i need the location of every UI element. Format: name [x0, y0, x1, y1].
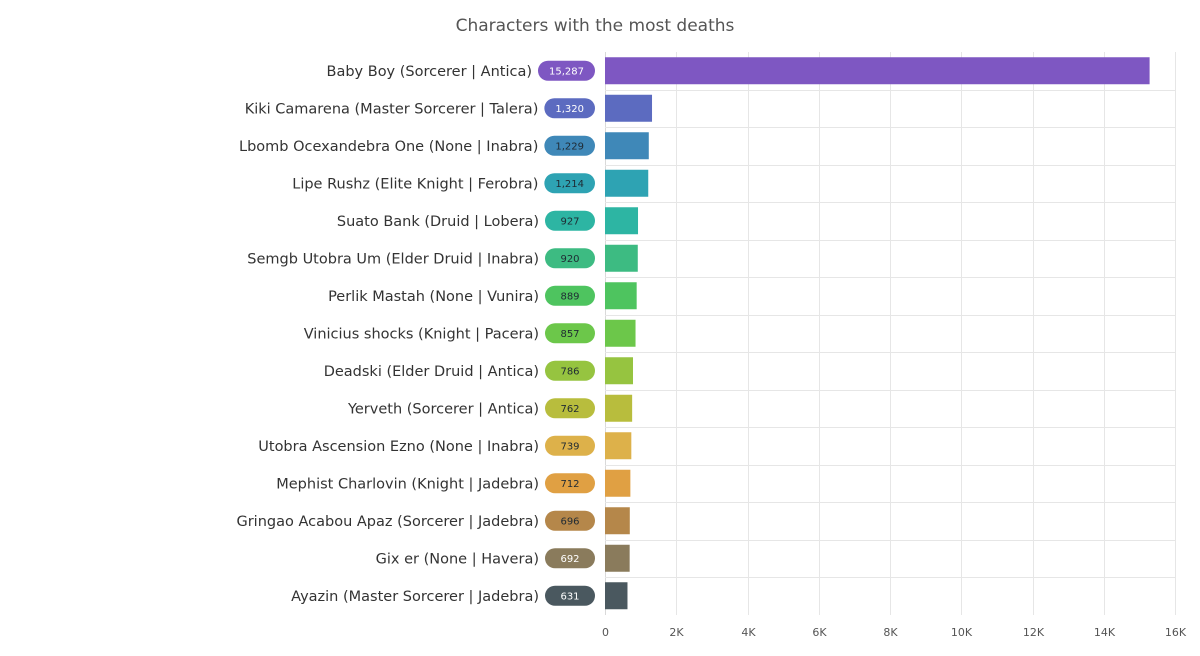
bar — [605, 132, 649, 160]
value-badge — [545, 473, 595, 494]
value-label: 696 — [560, 516, 579, 527]
x-tick-label: 14K — [1094, 626, 1116, 639]
x-tick-label: 8K — [883, 626, 898, 639]
bar — [605, 57, 1150, 85]
value-badge — [545, 510, 595, 531]
category-label: Gringao Acabou Apaz (Sorcerer | Jadebra) — [236, 514, 539, 530]
value-label: 857 — [560, 329, 579, 340]
value-label: 1,214 — [555, 179, 584, 190]
category-label: Lipe Rushz (Elite Knight | Ferobra) — [292, 176, 538, 192]
value-badge — [545, 398, 595, 419]
category-label: Mephist Charlovin (Knight | Jadebra) — [276, 476, 539, 492]
bar — [605, 207, 639, 235]
x-tick-label: 0 — [602, 626, 609, 639]
value-badge — [545, 285, 595, 306]
value-label: 1,229 — [555, 141, 584, 152]
x-tick-label: 4K — [741, 626, 756, 639]
bar — [605, 432, 632, 460]
category-label: Gix er (None | Havera) — [376, 551, 539, 567]
category-label: Yerveth (Sorcerer | Antica) — [347, 401, 539, 417]
value-badge — [545, 585, 595, 606]
chart-title: Characters with the most deaths — [456, 16, 735, 36]
x-tick-label: 12K — [1023, 626, 1045, 639]
category-label: Utobra Ascension Ezno (None | Inabra) — [258, 439, 539, 455]
bar — [605, 94, 653, 122]
bar — [605, 582, 628, 610]
category-label: Perlik Mastah (None | Vunira) — [328, 289, 539, 305]
x-tick-label: 16K — [1165, 626, 1187, 639]
category-label: Suato Bank (Druid | Lobera) — [337, 214, 539, 230]
value-badge — [545, 548, 595, 569]
category-label: Vinicius shocks (Knight | Pacera) — [304, 326, 539, 342]
category-label: Kiki Camarena (Master Sorcerer | Talera) — [245, 101, 539, 117]
value-badge — [544, 135, 595, 156]
value-badge — [545, 323, 595, 344]
category-label: Semgb Utobra Um (Elder Druid | Inabra) — [247, 251, 539, 267]
bar — [605, 544, 630, 572]
value-label: 889 — [560, 291, 579, 302]
value-label: 15,287 — [549, 66, 584, 77]
category-labels: Baby Boy (Sorcerer | Antica) Kiki Camaren… — [236, 64, 539, 605]
x-tick-label: 2K — [669, 626, 684, 639]
bar — [605, 357, 634, 385]
value-label: 1,320 — [555, 104, 584, 115]
value-badge — [545, 360, 595, 381]
x-axis-ticks: 0 2K 4K 6K 8K 10K 12K 14K 16K — [602, 626, 1187, 639]
bar — [605, 394, 633, 422]
value-label: 920 — [560, 254, 579, 265]
value-label: 739 — [560, 441, 579, 452]
value-badge — [545, 248, 595, 269]
category-label: Deadski (Elder Druid | Antica) — [324, 364, 539, 380]
value-badge — [545, 435, 595, 456]
value-badge — [545, 210, 595, 231]
value-badges: 15,287 1,320 1,229 1,214 927 920 889 857 786 762 7… — [538, 60, 595, 606]
value-badge — [544, 173, 595, 194]
bars — [605, 57, 1150, 610]
bar — [605, 319, 636, 347]
value-badge — [538, 60, 595, 81]
value-label: 927 — [560, 216, 579, 227]
bar — [605, 282, 637, 310]
value-badge — [544, 98, 595, 119]
category-label: Baby Boy (Sorcerer | Antica) — [327, 64, 532, 80]
value-label: 712 — [560, 479, 579, 490]
value-label: 631 — [560, 591, 579, 602]
value-label: 692 — [560, 554, 579, 565]
bar — [605, 469, 631, 497]
category-label: Lbomb Ocexandebra One (None | Inabra) — [239, 139, 538, 155]
bar — [605, 244, 638, 272]
bar — [605, 507, 630, 535]
category-label: Ayazin (Master Sorcerer | Jadebra) — [291, 589, 539, 605]
grid-lines — [605, 52, 1176, 615]
value-label: 762 — [560, 404, 579, 415]
x-tick-label: 10K — [951, 626, 973, 639]
value-label: 786 — [560, 366, 579, 377]
x-tick-label: 6K — [812, 626, 827, 639]
bar — [605, 169, 649, 197]
